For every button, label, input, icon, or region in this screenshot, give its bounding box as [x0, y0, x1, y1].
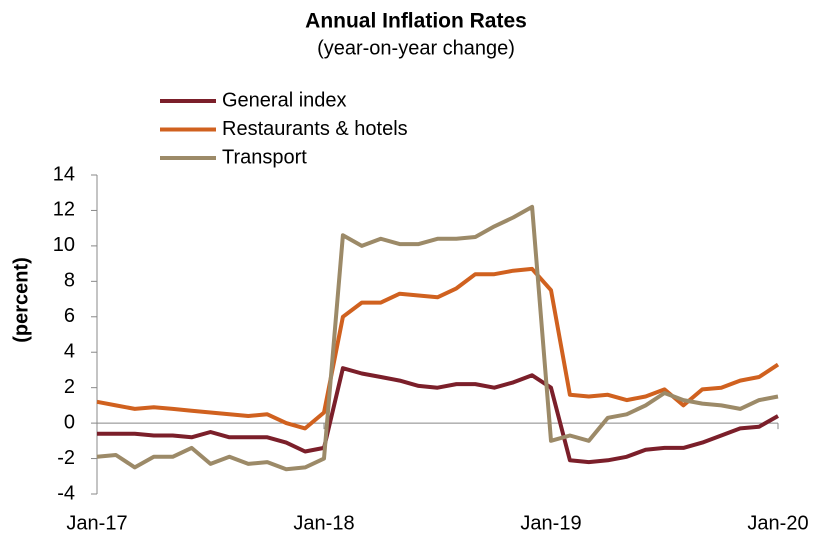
- y-tick-label: 12: [53, 199, 75, 221]
- chart-title: Annual Inflation Rates: [305, 10, 527, 33]
- legend-label: Restaurants & hotels: [222, 118, 408, 140]
- series-line: [97, 366, 779, 465]
- chart-subtitle: (year-on-year change): [317, 37, 515, 59]
- legend-label: General index: [222, 89, 347, 111]
- y-tick-label: 6: [64, 305, 75, 327]
- y-tick-label: 14: [53, 163, 75, 185]
- x-tick-label: Jan-20: [747, 512, 808, 534]
- y-tick-label: -2: [57, 447, 75, 469]
- x-tick-label: Jan-19: [520, 512, 581, 534]
- y-tick-label: 2: [64, 376, 75, 398]
- y-tick-label: 8: [64, 270, 75, 292]
- y-tick-label: 10: [53, 234, 75, 256]
- x-tick-label: Jan-18: [293, 512, 354, 534]
- legend-label: Transport: [222, 146, 307, 168]
- y-tick-label: 4: [64, 341, 75, 363]
- series-line: [96, 204, 779, 472]
- x-tick-label: Jan-17: [66, 512, 127, 534]
- series-line: [96, 266, 780, 431]
- y-tick-label: -4: [57, 482, 75, 504]
- y-tick-label: 0: [64, 411, 75, 433]
- y-axis-label: (percent): [10, 257, 32, 343]
